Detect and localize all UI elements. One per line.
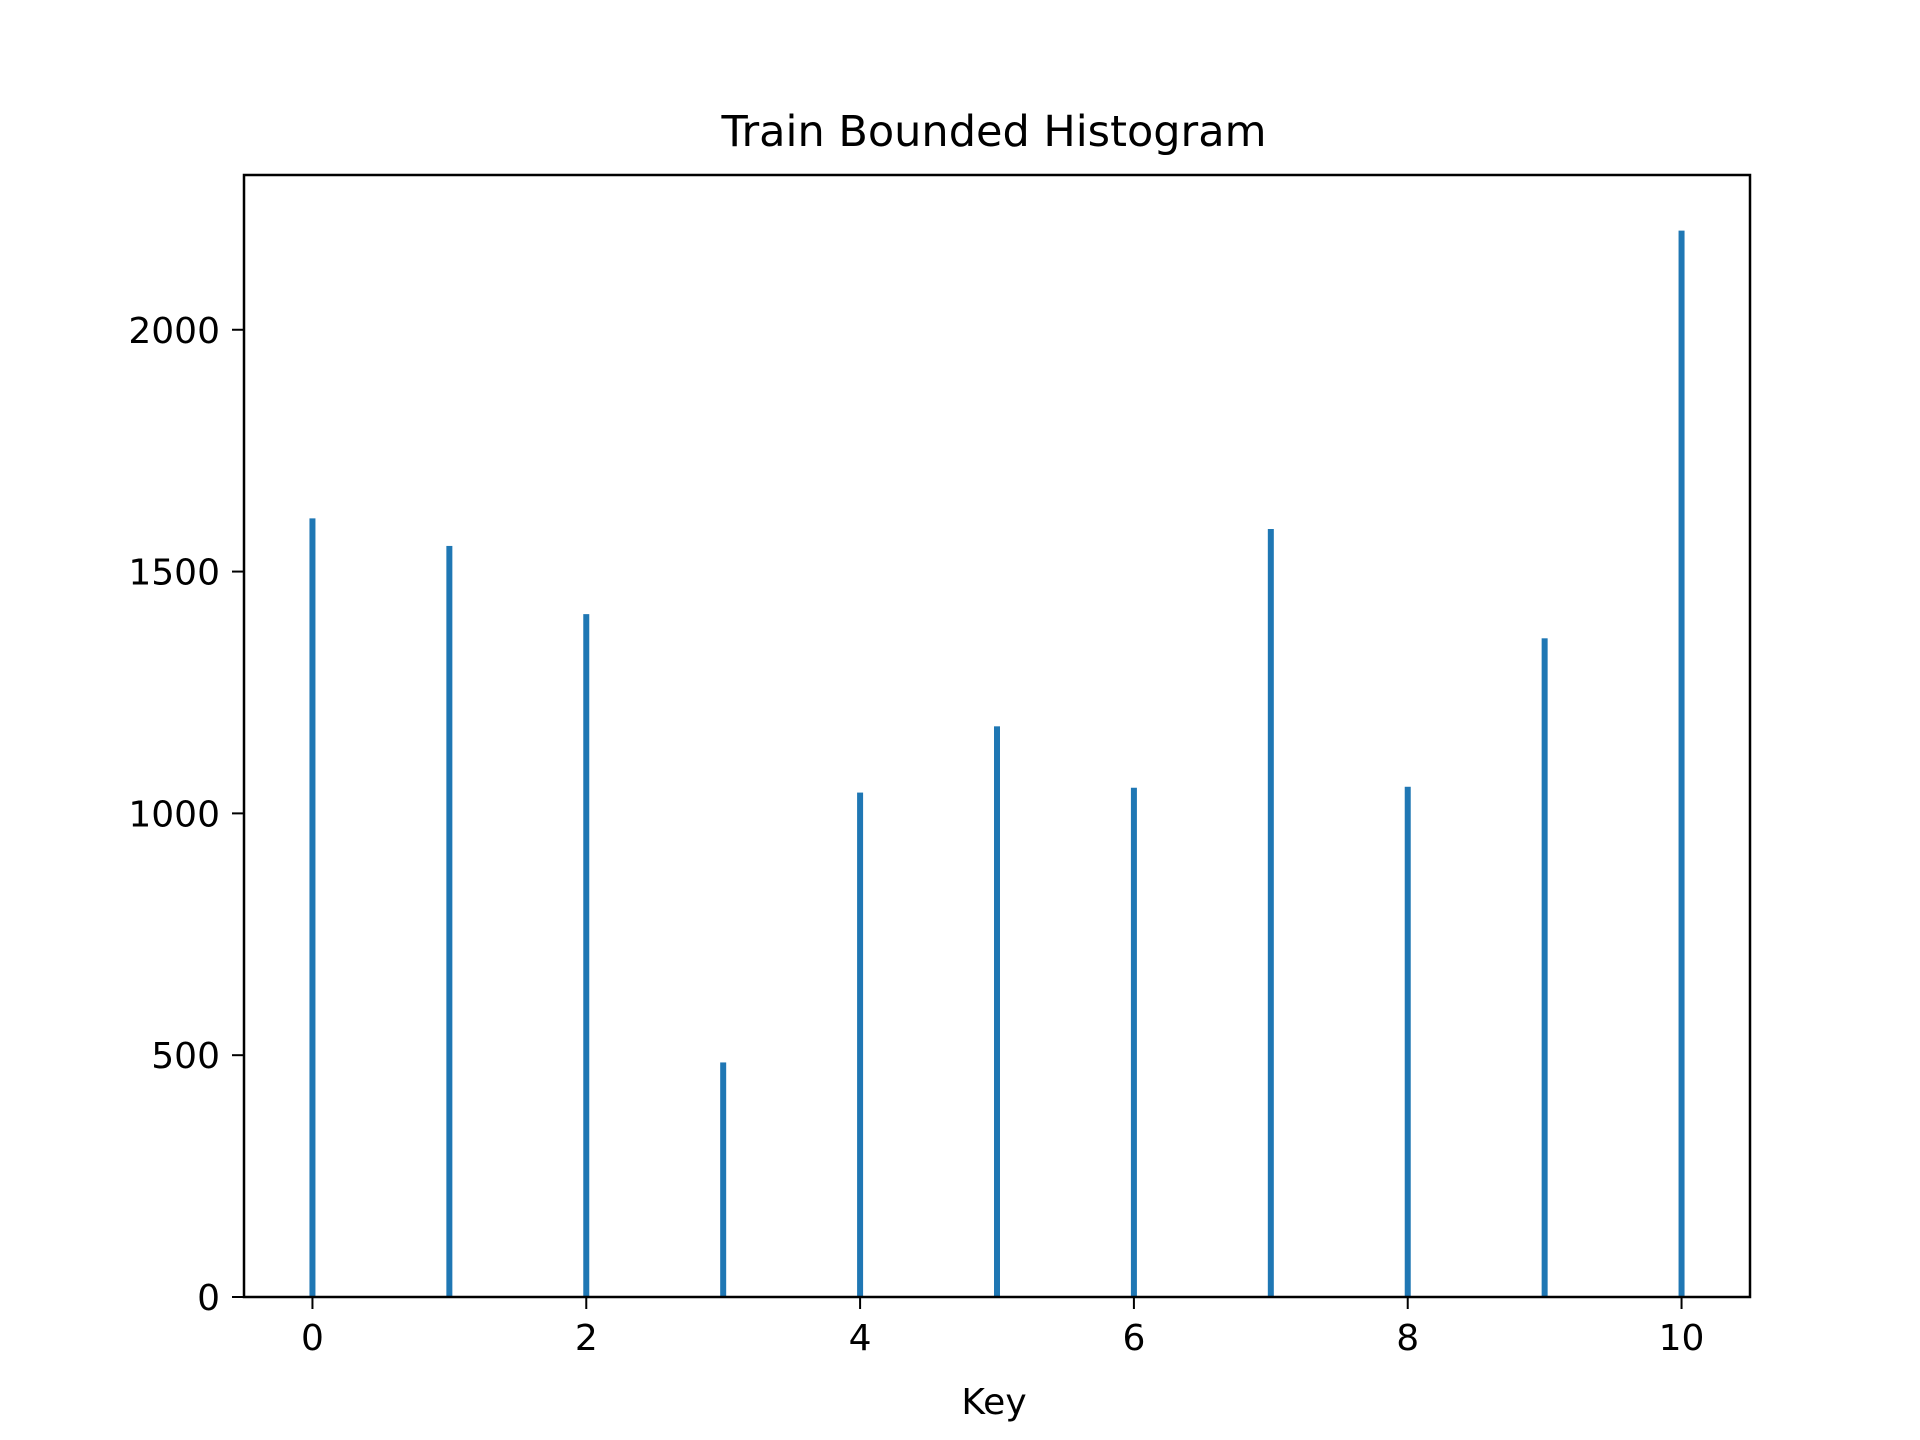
bars-layer bbox=[309, 230, 1685, 1297]
y-tick-label-500: 500 bbox=[151, 1036, 220, 1077]
histogram-bar-key-1 bbox=[446, 545, 453, 1297]
plot-frame bbox=[242, 173, 1752, 1299]
chart-title: Train Bounded Histogram bbox=[721, 107, 1267, 157]
histogram-bar-key-3 bbox=[720, 1062, 727, 1297]
y-tick-label-1000: 1000 bbox=[128, 794, 220, 835]
histogram-bar-key-9 bbox=[1541, 638, 1548, 1297]
axes-layer: 0 2 4 6 8 10 0 500 1000 1500 2000 bbox=[128, 311, 1704, 1359]
histogram-bar-key-8 bbox=[1404, 786, 1411, 1297]
histogram-bar-key-2 bbox=[583, 614, 590, 1297]
histogram-bar-key-0 bbox=[309, 518, 316, 1297]
x-tick-label-2: 2 bbox=[575, 1318, 598, 1359]
histogram-bar-key-10 bbox=[1678, 230, 1685, 1297]
x-tick-label-8: 8 bbox=[1396, 1318, 1419, 1359]
histogram-bar-key-5 bbox=[994, 726, 1000, 1297]
x-tick-label-6: 6 bbox=[1122, 1318, 1145, 1359]
histogram-bar-key-7 bbox=[1267, 529, 1274, 1297]
x-tick-label-0: 0 bbox=[301, 1318, 324, 1359]
y-tick-label-2000: 2000 bbox=[128, 311, 220, 352]
y-tick-label-0: 0 bbox=[197, 1278, 220, 1319]
x-tick-label-4: 4 bbox=[849, 1318, 872, 1359]
x-axis-label: Key bbox=[961, 1382, 1026, 1423]
y-tick-label-1500: 1500 bbox=[128, 553, 220, 594]
x-tick-label-10: 10 bbox=[1659, 1318, 1705, 1359]
histogram-bar-key-4 bbox=[857, 792, 864, 1297]
histogram-bar-key-6 bbox=[1130, 787, 1137, 1297]
